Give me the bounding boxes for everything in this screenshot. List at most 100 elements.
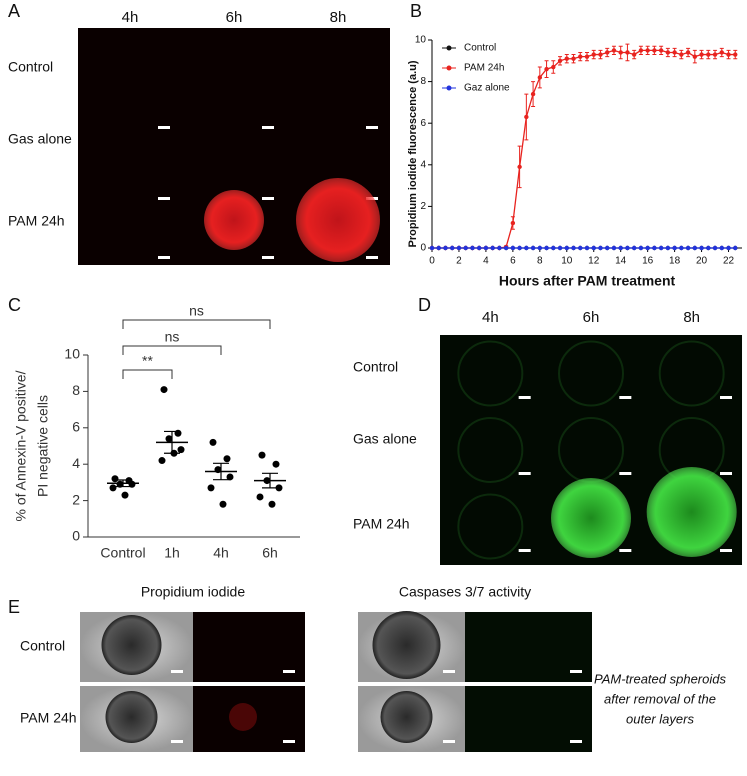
spheroid (646, 467, 737, 557)
marker (524, 245, 529, 251)
row-label: PAM 24h (353, 516, 410, 532)
scale-bar (366, 126, 378, 129)
marker (456, 245, 462, 251)
y-tick-label: 4 (420, 159, 426, 170)
marker (631, 52, 637, 57)
marker (578, 54, 583, 59)
faint-spheroid (658, 340, 725, 407)
row-label: Gas alone (353, 431, 417, 447)
marker (537, 245, 543, 251)
marker (625, 245, 630, 251)
column-header: 8h (683, 309, 700, 326)
panel-label: B (410, 1, 422, 21)
scale-bar (171, 670, 183, 673)
marker (712, 245, 718, 251)
x-tick-label: 6 (510, 256, 516, 267)
scale-bar (720, 396, 733, 399)
marker (429, 245, 435, 251)
row-label: Control (20, 638, 65, 654)
significance-label: ** (142, 353, 153, 369)
marker (692, 54, 698, 59)
significance-bracket (122, 319, 271, 329)
marker (645, 48, 650, 53)
scale-bar (158, 126, 170, 129)
point (158, 457, 166, 465)
significance-bracket (122, 369, 173, 379)
sem-bar (115, 479, 131, 488)
row-label: PAM 24h (8, 213, 65, 229)
scale-bar (518, 472, 531, 475)
legend-marker (446, 85, 452, 91)
marker (598, 245, 603, 251)
x-tick-label: 4 (483, 256, 489, 267)
y-axis-label: Propidium iodide fluorescence (a.u) (407, 60, 419, 247)
y-tick-label: 10 (415, 35, 427, 46)
sem-bar (262, 472, 278, 489)
column-header: 6h (583, 309, 600, 326)
marker (631, 245, 637, 251)
scale-bar (262, 197, 274, 200)
marker (638, 245, 644, 251)
scale-bar (518, 549, 531, 552)
column-header: 8h (330, 9, 347, 26)
series-line (432, 49, 736, 249)
x-tick-label: 8 (537, 256, 543, 267)
caption: after removal of the (604, 691, 716, 706)
x-tick-label: 10 (561, 256, 573, 267)
y-tick-label: 2 (72, 491, 80, 507)
point (128, 480, 136, 488)
marker (685, 245, 691, 251)
marker (733, 245, 738, 251)
scale-bar (518, 396, 531, 399)
point (209, 438, 217, 446)
column-header: Propidium iodide (141, 584, 245, 600)
marker (652, 245, 657, 251)
marker (510, 220, 516, 226)
marker (497, 245, 502, 251)
marker (665, 50, 671, 55)
marker (679, 52, 684, 57)
marker (733, 52, 738, 57)
point (165, 435, 173, 443)
x-tick-label: 0 (429, 256, 435, 267)
scale-bar (158, 197, 170, 200)
x-tick-label: 2 (456, 256, 462, 267)
point (111, 475, 119, 483)
legend-label: Gaz alone (464, 83, 510, 94)
sem-bar (213, 462, 229, 481)
point (256, 493, 264, 501)
scale-bar (171, 740, 183, 743)
point (226, 473, 234, 481)
x-axis-label: Hours after PAM treatment (499, 273, 676, 289)
legend-marker (446, 65, 452, 71)
marker (611, 245, 617, 251)
column-header: 4h (482, 309, 499, 326)
x-tick-label: 12 (588, 256, 600, 267)
marker (490, 245, 495, 251)
y-tick-label: 6 (420, 118, 426, 129)
x-tick-label: 20 (696, 256, 708, 267)
caption: PAM-treated spheroids (594, 671, 726, 686)
column-header: 6h (226, 9, 243, 26)
marker (517, 164, 522, 170)
point (109, 484, 117, 492)
point (258, 451, 266, 459)
significance-bracket (122, 345, 222, 355)
marker (611, 48, 617, 53)
panel-label: A (8, 1, 20, 21)
marker (719, 245, 724, 251)
marker (517, 245, 522, 251)
row-label: PAM 24h (20, 710, 77, 726)
point (219, 500, 227, 508)
y-tick-label: 0 (420, 243, 426, 254)
faint-spheroid (558, 340, 625, 407)
marker (537, 75, 543, 80)
y-axis-label: % of Annexin-V positive/ (13, 370, 29, 521)
legend-label: PAM 24h (464, 63, 504, 74)
column-header: 4h (122, 9, 139, 26)
scale-bar (720, 549, 733, 552)
marker (571, 245, 576, 251)
x-tick-label: 14 (615, 256, 627, 267)
marker (658, 245, 664, 251)
x-tick-label: 1h (164, 545, 180, 561)
